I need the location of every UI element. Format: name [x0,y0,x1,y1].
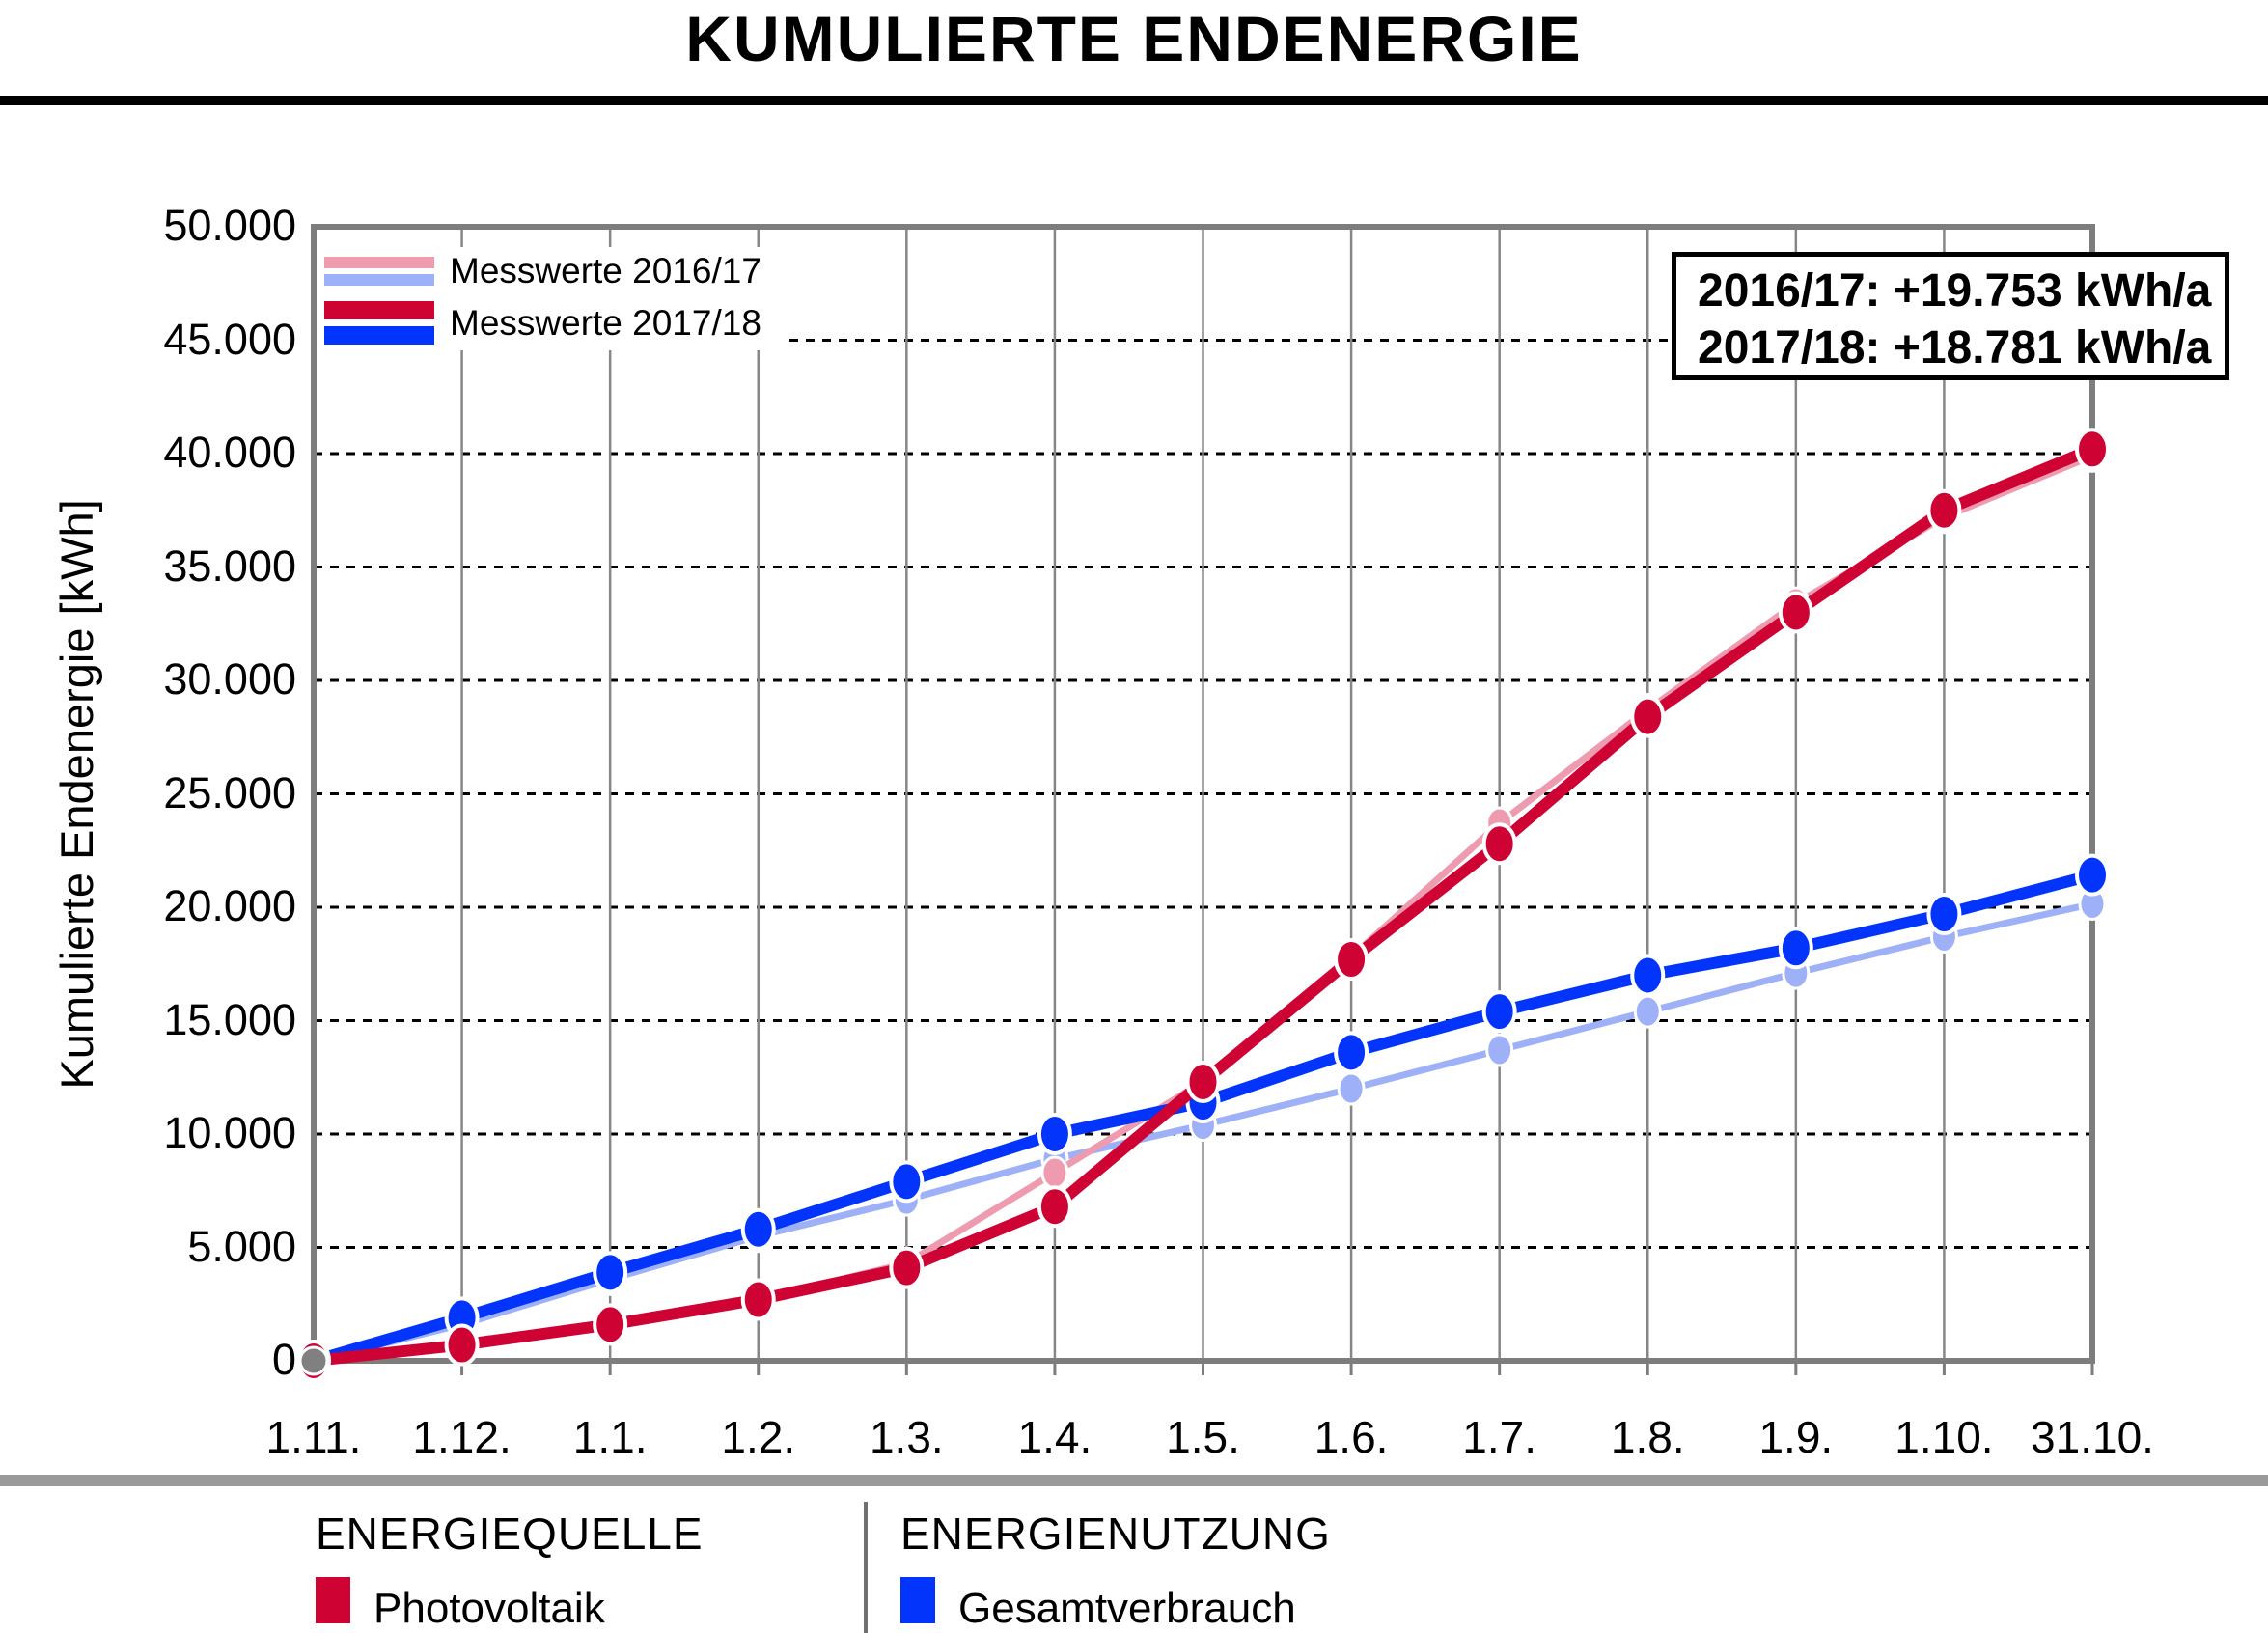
photovoltaik-color-swatch [316,1577,350,1623]
data-point-1.4.-messwerte-2016-17-photovoltaik [1040,1155,1069,1190]
gesamtverbrauch-label: Gesamtverbrauch [958,1585,1296,1632]
y-tick-label-30.000: 30.000 [163,654,296,704]
data-point-1.8.-messwerte-2017-18-photovoltaik [1630,695,1666,738]
y-tick-label-20.000: 20.000 [163,881,296,930]
x-tick-label-1.6.: 1.6. [1314,1412,1389,1462]
data-point-1.6.-messwerte-2016-17-gesamtverbrauch [1337,1071,1366,1106]
data-point-1.1.-messwerte-2017-18-photovoltaik [593,1303,628,1346]
data-point-1.4.-messwerte-2017-18-photovoltaik [1037,1185,1072,1229]
data-point-1.4.-messwerte-2017-18-gesamtverbrauch [1037,1113,1072,1155]
x-tick-label-1.9.: 1.9. [1758,1412,1834,1462]
data-point-1.8.-messwerte-2017-18-gesamtverbrauch [1630,954,1666,997]
data-point-1.3.-messwerte-2017-18-photovoltaik [889,1246,925,1289]
footer-vertical-divider [864,1502,868,1633]
data-point-1.9.-messwerte-2017-18-gesamtverbrauch [1778,927,1813,970]
data-point-1.10.-messwerte-2017-18-gesamtverbrauch [1926,893,1962,936]
data-point-1.2.-messwerte-2017-18-photovoltaik [740,1278,776,1321]
x-tick-label-1.10.: 1.10. [1895,1412,1994,1462]
data-point-1.6.-messwerte-2017-18-photovoltaik [1334,938,1369,982]
verbrauch-2017-18-line-swatch [324,326,434,345]
legend-label-2017-18: Messwerte 2017/18 [450,302,761,343]
data-point-1.6.-messwerte-2017-18-gesamtverbrauch [1334,1031,1369,1074]
x-tick-label-1.2.: 1.2. [721,1412,796,1462]
x-tick-label-1.3.: 1.3. [869,1412,944,1462]
data-point-31.10.-messwerte-2017-18-photovoltaik [2075,428,2110,471]
legend-chips-2017-18 [324,301,434,345]
y-tick-label-45.000: 45.000 [163,314,296,364]
annotation-line-2017-18: 2017/18: +18.781 kWh/a [1698,322,2212,374]
data-point-31.10.-messwerte-2017-18-gesamtverbrauch [2075,853,2110,897]
title-rule [0,96,2268,105]
x-tick-label-1.7.: 1.7. [1462,1412,1537,1462]
y-tick-label-35.000: 35.000 [163,540,296,591]
energy-source-heading: ENERGIEQUELLE [316,1508,704,1559]
pv-2016-17-line-swatch [324,257,434,268]
y-tick-label-40.000: 40.000 [163,428,296,477]
annotation-line-2016-17: 2016/17: +19.753 kWh/a [1698,265,2212,317]
footer-divider-bar [0,1475,2268,1486]
verbrauch-2016-17-line-swatch [324,274,434,286]
plot-border [311,224,2095,1364]
legend-entry-2017-18: Messwerte 2017/18 [324,301,786,345]
x-tick-label-1.8.: 1.8. [1610,1412,1685,1462]
pv-2017-18-line-swatch [324,301,434,319]
annual-balance-annotation: 2016/17: +19.753 kWh/a 2017/18: +18.781 … [1672,252,2229,380]
y-tick-label-50.000: 50.000 [163,201,296,250]
data-point-1.7.-messwerte-2017-18-gesamtverbrauch [1481,990,1517,1034]
data-point-1.7.-messwerte-2016-17-gesamtverbrauch [1485,1033,1514,1067]
y-tick-label-10.000: 10.000 [163,1108,296,1157]
x-tick-label-1.1.: 1.1. [572,1412,648,1462]
data-point-1.2.-messwerte-2017-18-gesamtverbrauch [740,1207,776,1251]
x-tick-label-1.12.: 1.12. [412,1412,512,1462]
gesamtverbrauch-color-swatch [900,1577,935,1623]
photovoltaik-label: Photovoltaik [373,1585,605,1632]
x-tick-label-1.4.: 1.4. [1017,1412,1093,1462]
data-point-1.5.-messwerte-2017-18-photovoltaik [1185,1060,1221,1103]
x-tick-label-1.5.: 1.5. [1166,1412,1240,1462]
data-point-1.7.-messwerte-2017-18-photovoltaik [1481,822,1517,866]
chart-legend: Messwerte 2016/17 Messwerte 2017/18 [317,247,786,350]
y-tick-label-15.000: 15.000 [163,994,296,1044]
legend-entry-2016-17: Messwerte 2016/17 [324,251,786,291]
data-point-1.12.-messwerte-2017-18-photovoltaik [444,1323,480,1367]
data-point-1.3.-messwerte-2017-18-gesamtverbrauch [889,1160,925,1204]
y-tick-label-25.000: 25.000 [163,767,296,817]
data-point-1.1.-messwerte-2017-18-gesamtverbrauch [593,1251,628,1294]
x-tick-label-31.10.: 31.10. [2031,1412,2154,1462]
start-marker [298,1345,329,1376]
page-title: KUMULIERTE ENDENERGIE [685,3,1583,74]
x-tick-label-1.11.: 1.11. [265,1412,362,1462]
legend-label-2016-17: Messwerte 2016/17 [450,251,761,291]
energy-usage-heading: ENERGIENUTZUNG [900,1508,1331,1559]
data-point-1.10.-messwerte-2017-18-photovoltaik [1926,488,1962,532]
y-tick-label-0: 0 [271,1335,296,1384]
data-point-1.8.-messwerte-2016-17-gesamtverbrauch [1633,994,1662,1029]
data-point-1.9.-messwerte-2017-18-photovoltaik [1778,591,1813,634]
legend-chips-2016-17 [324,257,434,286]
y-tick-label-5.000: 5.000 [187,1221,296,1271]
